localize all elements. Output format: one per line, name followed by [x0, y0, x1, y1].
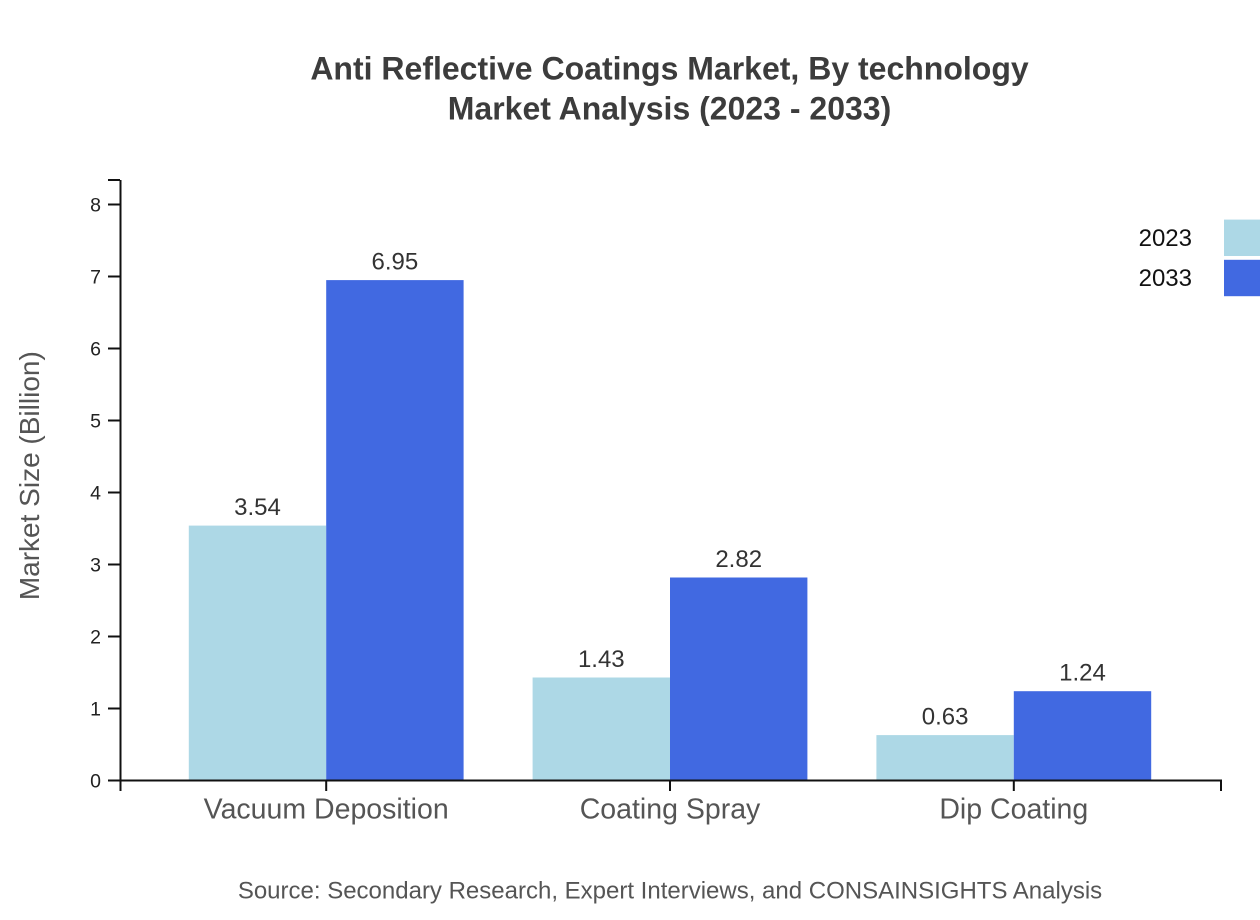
svg-text:Dip Coating: Dip Coating: [939, 794, 1088, 826]
svg-text:0.63: 0.63: [922, 704, 969, 731]
svg-text:Source: Secondary Research, Ex: Source: Secondary Research, Expert Inter…: [238, 877, 1102, 904]
svg-text:2033: 2033: [1139, 265, 1192, 292]
svg-text:1: 1: [90, 699, 101, 721]
svg-text:1.24: 1.24: [1059, 660, 1106, 687]
svg-text:0: 0: [90, 771, 101, 793]
svg-text:3: 3: [90, 555, 101, 577]
svg-text:Anti Reflective Coatings Marke: Anti Reflective Coatings Market, By tech…: [310, 51, 1029, 87]
svg-text:3.54: 3.54: [234, 494, 281, 521]
svg-text:1.43: 1.43: [578, 646, 625, 673]
svg-text:6.95: 6.95: [372, 249, 419, 276]
svg-text:7: 7: [90, 267, 101, 289]
svg-text:8: 8: [90, 195, 101, 217]
svg-text:5: 5: [90, 411, 101, 433]
svg-text:2023: 2023: [1139, 225, 1192, 252]
svg-text:4: 4: [90, 483, 101, 505]
svg-text:2: 2: [90, 627, 101, 649]
svg-text:Coating Spray: Coating Spray: [580, 794, 761, 826]
svg-text:Vacuum Deposition: Vacuum Deposition: [204, 794, 449, 826]
svg-text:2.82: 2.82: [715, 546, 762, 573]
svg-text:6: 6: [90, 339, 101, 361]
svg-text:Market Analysis (2023 - 2033): Market Analysis (2023 - 2033): [448, 91, 892, 127]
svg-text:Market Size (Billion): Market Size (Billion): [14, 351, 45, 600]
